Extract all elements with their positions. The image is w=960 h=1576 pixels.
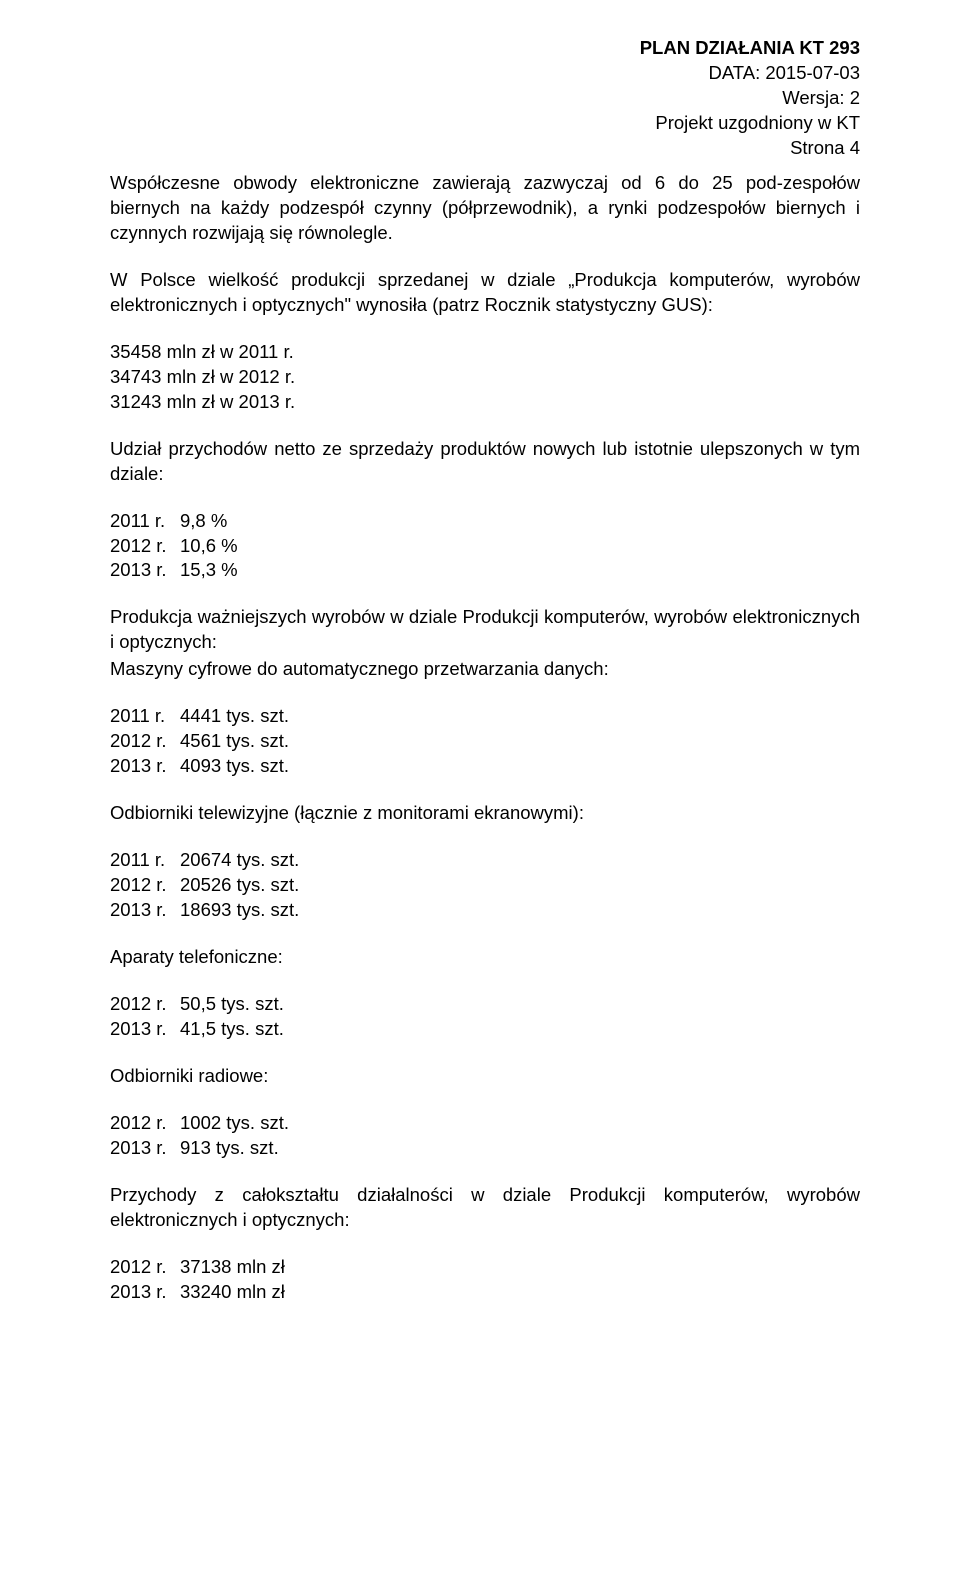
header-version: Wersja: 2 <box>110 86 860 111</box>
machines-row: 2012 r.4561 tys. szt. <box>110 729 860 754</box>
year-label: 2012 r. <box>110 992 180 1017</box>
value-label: 4561 tys. szt. <box>180 730 289 751</box>
value-label: 15,3 % <box>180 559 238 580</box>
header-title: PLAN DZIAŁANIA KT 293 <box>110 36 860 61</box>
year-label: 2012 r. <box>110 534 180 559</box>
machines-row: 2013 r.4093 tys. szt. <box>110 754 860 779</box>
year-label: 2012 r. <box>110 1255 180 1280</box>
share-row: 2013 r.15,3 % <box>110 558 860 583</box>
machines-row: 2011 r.4441 tys. szt. <box>110 704 860 729</box>
header-page: Strona 4 <box>110 136 860 161</box>
value-label: 4441 tys. szt. <box>180 705 289 726</box>
phones-row: 2013 r.41,5 tys. szt. <box>110 1017 860 1042</box>
value-label: 18693 tys. szt. <box>180 899 299 920</box>
year-label: 2013 r. <box>110 1136 180 1161</box>
year-label: 2011 r. <box>110 509 180 534</box>
value-label: 37138 mln zł <box>180 1256 285 1277</box>
value-label: 1002 tys. szt. <box>180 1112 289 1133</box>
value-label: 9,8 % <box>180 510 227 531</box>
share-row: 2012 r.10,6 % <box>110 534 860 559</box>
value-label: 913 tys. szt. <box>180 1137 279 1158</box>
value-label: 4093 tys. szt. <box>180 755 289 776</box>
tv-row: 2012 r.20526 tys. szt. <box>110 873 860 898</box>
tv-row: 2011 r.20674 tys. szt. <box>110 848 860 873</box>
sold-line: 34743 mln zł w 2012 r. <box>110 365 860 390</box>
page-header: PLAN DZIAŁANIA KT 293 DATA: 2015-07-03 W… <box>110 36 860 161</box>
machines-block: 2011 r.4441 tys. szt. 2012 r.4561 tys. s… <box>110 704 860 779</box>
year-label: 2011 r. <box>110 848 180 873</box>
year-label: 2013 r. <box>110 1017 180 1042</box>
revenue-block: 2012 r.37138 mln zł 2013 r.33240 mln zł <box>110 1255 860 1305</box>
paragraph-production: Produkcja ważniejszych wyrobów w dziale … <box>110 605 860 655</box>
year-label: 2013 r. <box>110 898 180 923</box>
paragraph-intro: Współczesne obwody elektroniczne zawiera… <box>110 171 860 246</box>
header-date: DATA: 2015-07-03 <box>110 61 860 86</box>
year-label: 2012 r. <box>110 1111 180 1136</box>
sold-line: 31243 mln zł w 2013 r. <box>110 390 860 415</box>
phones-block: 2012 r.50,5 tys. szt. 2013 r.41,5 tys. s… <box>110 992 860 1042</box>
year-label: 2013 r. <box>110 754 180 779</box>
radio-block: 2012 r.1002 tys. szt. 2013 r.913 tys. sz… <box>110 1111 860 1161</box>
value-label: 20674 tys. szt. <box>180 849 299 870</box>
revenue-row: 2012 r.37138 mln zł <box>110 1255 860 1280</box>
tv-block: 2011 r.20674 tys. szt. 2012 r.20526 tys.… <box>110 848 860 923</box>
share-block: 2011 r.9,8 % 2012 r.10,6 % 2013 r.15,3 % <box>110 509 860 584</box>
revenue-row: 2013 r.33240 mln zł <box>110 1280 860 1305</box>
paragraph-revenue: Przychody z całokształtu działalności w … <box>110 1183 860 1233</box>
radio-row: 2013 r.913 tys. szt. <box>110 1136 860 1161</box>
value-label: 10,6 % <box>180 535 238 556</box>
share-row: 2011 r.9,8 % <box>110 509 860 534</box>
paragraph-poland: W Polsce wielkość produkcji sprzedanej w… <box>110 268 860 318</box>
year-label: 2013 r. <box>110 1280 180 1305</box>
year-label: 2011 r. <box>110 704 180 729</box>
paragraph-share: Udział przychodów netto ze sprzedaży pro… <box>110 437 860 487</box>
document-page: PLAN DZIAŁANIA KT 293 DATA: 2015-07-03 W… <box>0 0 960 1576</box>
paragraph-tv: Odbiorniki telewizyjne (łącznie z monito… <box>110 801 860 826</box>
value-label: 33240 mln zł <box>180 1281 285 1302</box>
sold-line: 35458 mln zł w 2011 r. <box>110 340 860 365</box>
phones-row: 2012 r.50,5 tys. szt. <box>110 992 860 1017</box>
value-label: 20526 tys. szt. <box>180 874 299 895</box>
radio-row: 2012 r.1002 tys. szt. <box>110 1111 860 1136</box>
header-agreed: Projekt uzgodniony w KT <box>110 111 860 136</box>
sold-production-block: 35458 mln zł w 2011 r. 34743 mln zł w 20… <box>110 340 860 415</box>
paragraph-radio: Odbiorniki radiowe: <box>110 1064 860 1089</box>
paragraph-phones: Aparaty telefoniczne: <box>110 945 860 970</box>
tv-row: 2013 r.18693 tys. szt. <box>110 898 860 923</box>
year-label: 2012 r. <box>110 729 180 754</box>
paragraph-machines: Maszyny cyfrowe do automatycznego przetw… <box>110 657 860 682</box>
value-label: 41,5 tys. szt. <box>180 1018 284 1039</box>
year-label: 2012 r. <box>110 873 180 898</box>
year-label: 2013 r. <box>110 558 180 583</box>
value-label: 50,5 tys. szt. <box>180 993 284 1014</box>
